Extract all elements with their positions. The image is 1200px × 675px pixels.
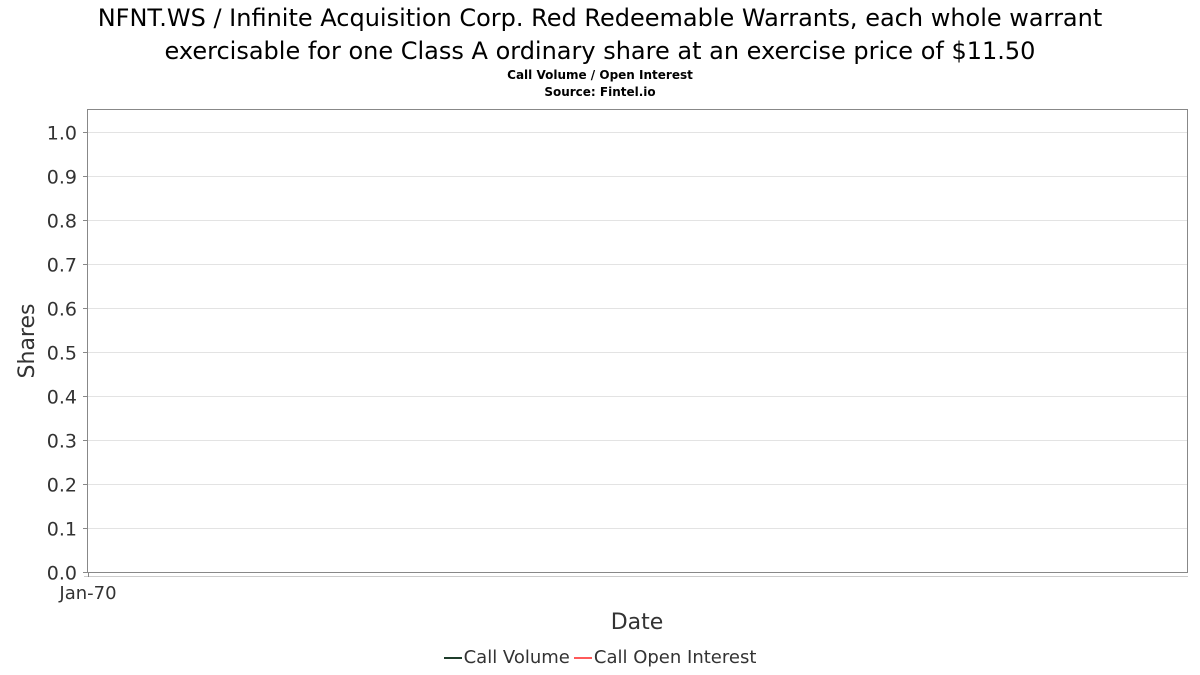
axes: 0.0 0.1 0.2 0.3 0.4 0.5 0.6 0.7 0.8 0.9 1.0 Jan-70 [47, 123, 1188, 604]
y-tick-label: 0.5 [47, 343, 77, 365]
legend: Call Volume Call Open Interest [0, 647, 1200, 668]
legend-label-call-volume: Call Volume [463, 647, 570, 668]
plot-frame [87, 109, 1188, 573]
chart-source: Source: Fintel.io [544, 85, 656, 99]
y-tick-label: 0.7 [47, 255, 77, 277]
y-tick-label: 0.3 [47, 431, 77, 453]
legend-label-call-open-interest: Call Open Interest [593, 647, 757, 668]
y-tick-label: 1.0 [47, 123, 77, 145]
y-tick-label: 0.6 [47, 299, 77, 321]
legend-swatch-call-open-interest [573, 656, 592, 659]
y-axis-label: Shares [15, 304, 40, 379]
y-tick-label: 0.1 [47, 519, 77, 541]
y-tick-label: 0.4 [47, 387, 77, 409]
x-tick-label: Jan-70 [58, 583, 116, 604]
y-tick-label: 0.0 [47, 563, 77, 585]
chart-title-line-2: exercisable for one Class A ordinary sha… [164, 37, 1036, 65]
legend-swatch-call-volume [443, 656, 462, 659]
x-axis-label: Date [611, 610, 664, 635]
chart-subtitle: Call Volume / Open Interest [507, 68, 693, 82]
chart-title-line-1: NFNT.WS / Infinite Acquisition Corp. Red… [97, 4, 1103, 32]
y-tick-label: 0.8 [47, 211, 77, 233]
y-tick-label: 0.9 [47, 167, 77, 189]
legend-item-call-open-interest: Call Open Interest [573, 647, 757, 668]
legend-item-call-volume: Call Volume [443, 647, 570, 668]
gridlines [88, 132, 1188, 529]
y-tick-label: 0.2 [47, 475, 77, 497]
